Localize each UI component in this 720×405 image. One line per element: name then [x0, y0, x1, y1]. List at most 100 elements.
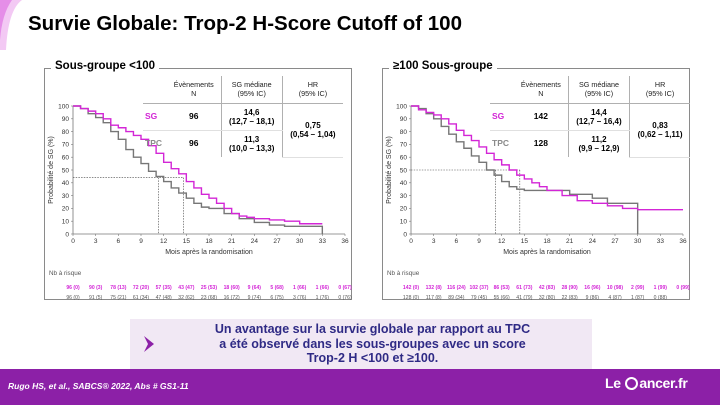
at-risk-tpc: 32 (62) — [178, 295, 194, 301]
at-risk-tpc: 61 (34) — [133, 295, 149, 301]
events-value: 128 — [533, 138, 548, 149]
x-tick-label: 24 — [589, 238, 597, 245]
y-tick-label: 60 — [62, 155, 70, 162]
hr-value: 0,83 (0,62 – 1,11) — [629, 103, 690, 158]
at-risk-sg: 142 (0) — [403, 285, 419, 291]
at-risk-tpc: 1 (87) — [631, 295, 645, 301]
x-tick-label: 33 — [319, 238, 327, 245]
at-risk-tpc: 1 (76) — [316, 295, 330, 301]
panel-subgroup-ge100: ≥100 Sous-groupe 0 10 20 30 40 50 60 70 80 90 100 0… — [382, 60, 690, 301]
at-risk-tpc: 91 (5) — [89, 295, 103, 301]
table-row: SG 142 14,4 (12,7 – 16,4) 0,83 (0,62 – 1,1… — [490, 103, 690, 158]
x-tick-label: 0 — [409, 238, 413, 245]
x-tick-label: 9 — [139, 238, 143, 245]
panel-title: Sous-groupe <100 — [51, 60, 160, 72]
at-risk-tpc: 55 (66) — [494, 295, 510, 301]
header-events: Évènements N — [514, 76, 569, 104]
y-axis-label: Probabilité de SG (%) — [386, 136, 393, 204]
panel-title: ≥100 Sous-groupe — [389, 60, 497, 72]
arm-label: TPC — [145, 138, 162, 149]
at-risk-label: Nb à risque — [49, 270, 82, 277]
at-risk-label: Nb à risque — [387, 270, 420, 277]
slide-title: Survie Globale: Trop-2 H-Score Cutoff of… — [28, 12, 462, 35]
x-tick-label: 36 — [679, 238, 687, 245]
y-tick-label: 50 — [62, 167, 70, 174]
at-risk-sg: 5 (68) — [270, 285, 284, 291]
events-value: 96 — [189, 138, 199, 149]
corner-decoration — [0, 0, 22, 50]
x-tick-label: 21 — [228, 238, 236, 245]
events-value: 142 — [514, 103, 569, 131]
at-risk-tpc: 22 (83) — [562, 295, 578, 301]
y-tick-label: 60 — [400, 155, 408, 162]
table-row: TPC 96 11,3 (10,0 – 13,3) — [143, 130, 343, 157]
at-risk-sg: 116 (24) — [447, 285, 466, 291]
stats-table: Évènements N SG médiane (95% IC) HR (95% IC… — [490, 76, 690, 158]
y-tick-label: 10 — [400, 219, 408, 226]
median-value: 14,4 (12,7 – 16,4) — [567, 103, 630, 131]
x-axis-label: Mois après la randomisation — [165, 249, 253, 256]
x-tick-label: 24 — [251, 238, 259, 245]
at-risk-tpc: 41 (79) — [516, 295, 532, 301]
x-tick-label: 3 — [432, 238, 436, 245]
x-tick-label: 15 — [521, 238, 529, 245]
at-risk-sg: 96 (0) — [66, 285, 80, 291]
median-value: 14,6 (12,7 – 18,1) — [220, 103, 283, 131]
y-tick-label: 70 — [62, 142, 70, 149]
km-curve-tpc — [73, 105, 324, 234]
callout-text: Un avantage sur la survie globale par ra… — [214, 322, 531, 365]
at-risk-sg: 0 (99) — [676, 285, 690, 291]
at-risk-sg: 18 (60) — [224, 285, 240, 291]
at-risk-sg: 42 (83) — [539, 285, 555, 291]
km-curve-sg — [73, 105, 323, 225]
arm-label: SG — [143, 103, 167, 131]
km-curve-sg — [411, 105, 683, 211]
at-risk-tpc: 89 (34) — [448, 295, 464, 301]
hr-value: 0,75 (0,54 – 1,04) — [281, 103, 343, 158]
at-risk-tpc: 0 (76) — [338, 295, 352, 301]
arm-label: SG — [490, 103, 514, 131]
at-risk-sg: 72 (20) — [133, 285, 149, 291]
at-risk-sg: 57 (35) — [156, 285, 172, 291]
x-tick-label: 33 — [657, 238, 665, 245]
at-risk-tpc: 96 (0) — [66, 295, 80, 301]
at-risk-sg: 9 (64) — [248, 285, 262, 291]
logo-c-icon — [625, 377, 639, 390]
median-value: 11,2 (9,9 – 12,9) — [567, 130, 630, 157]
at-risk-tpc: 79 (45) — [471, 295, 487, 301]
x-tick-label: 21 — [566, 238, 574, 245]
at-risk-sg: 28 (90) — [562, 285, 578, 291]
y-tick-label: 90 — [400, 116, 408, 123]
at-risk-sg: 10 (98) — [607, 285, 623, 291]
x-axis-label: Mois après la randomisation — [503, 249, 591, 256]
at-risk-tpc: 75 (21) — [110, 295, 126, 301]
at-risk-sg: 102 (37) — [470, 285, 489, 291]
at-risk-sg: 25 (53) — [201, 285, 217, 291]
y-tick-label: 0 — [65, 231, 69, 238]
y-tick-label: 80 — [400, 129, 408, 136]
panel-subgroup-lt100: Sous-groupe <100 0 10 20 30 40 50 60 70 80 90 100 0… — [44, 60, 352, 301]
x-tick-label: 27 — [273, 238, 281, 245]
y-tick-label: 20 — [400, 206, 408, 213]
at-risk-tpc: 4 (87) — [608, 295, 622, 301]
at-risk-tpc: 6 (75) — [270, 295, 284, 301]
x-tick-label: 15 — [183, 238, 191, 245]
y-tick-label: 40 — [62, 180, 70, 187]
x-tick-label: 18 — [543, 238, 551, 245]
at-risk-sg: 0 (67) — [338, 285, 352, 291]
at-risk-sg: 1 (66) — [293, 285, 307, 291]
y-tick-label: 80 — [62, 129, 70, 136]
y-tick-label: 40 — [400, 180, 408, 187]
header-hr: HR (95% IC) — [629, 76, 690, 104]
x-tick-label: 12 — [160, 238, 168, 245]
table-row: TPC 128 11,2 (9,9 – 12,9) — [490, 130, 690, 157]
arm-label: TPC — [492, 138, 509, 149]
x-tick-label: 27 — [611, 238, 619, 245]
y-tick-label: 70 — [400, 142, 408, 149]
x-tick-label: 6 — [117, 238, 121, 245]
at-risk-sg: 1 (99) — [654, 285, 668, 291]
x-tick-label: 36 — [341, 238, 349, 245]
x-tick-label: 18 — [205, 238, 213, 245]
